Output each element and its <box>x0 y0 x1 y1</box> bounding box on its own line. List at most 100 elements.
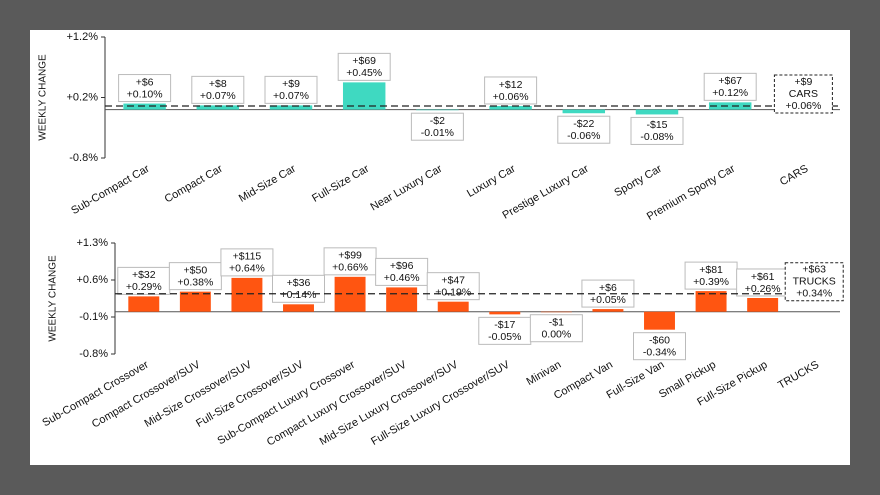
bar <box>123 103 166 110</box>
dollar-label: -$15 <box>646 119 667 131</box>
value-label: +0.46% <box>384 272 420 284</box>
label-box <box>118 74 172 103</box>
summary-name: CARS <box>789 88 818 100</box>
dollar-label: +$32 <box>132 269 156 281</box>
dollar-label: +$47 <box>441 274 465 286</box>
value-label: +0.64% <box>229 263 265 275</box>
y-axis-label: WEEKLY CHANGE <box>48 255 59 342</box>
bar <box>283 304 314 312</box>
value-label: +0.05% <box>590 294 626 306</box>
y-tick-label: -0.8% <box>69 152 98 164</box>
label-box <box>557 115 611 144</box>
bar <box>562 109 606 114</box>
dollar-label: -$1 <box>549 316 564 328</box>
label-box <box>684 261 738 290</box>
y-tick-label: +1.3% <box>77 237 109 249</box>
bar <box>489 311 521 315</box>
label-box <box>529 314 583 343</box>
label-box <box>484 76 538 105</box>
y-tick-label: +0.6% <box>77 274 109 286</box>
dollar-label: +$9 <box>282 78 300 90</box>
bar <box>695 291 727 312</box>
dollar-label: +$96 <box>390 260 414 272</box>
bar <box>196 105 240 110</box>
summary-dollar: +$63 <box>802 264 826 276</box>
summary-box <box>773 74 833 114</box>
label-box <box>375 257 429 286</box>
dollar-label: -$17 <box>494 319 515 331</box>
bar <box>644 311 675 330</box>
y-tick-label: -0.1% <box>79 311 108 323</box>
dollar-label: -$22 <box>573 118 594 130</box>
summary-box <box>784 262 844 302</box>
y-axis-label: WEEKLY CHANGE <box>38 54 49 141</box>
value-label: 0.00% <box>541 328 571 340</box>
y-tick-label: -0.8% <box>79 348 108 360</box>
summary-value: +0.34% <box>796 288 832 300</box>
value-label: -0.06% <box>567 130 600 142</box>
label-box <box>272 274 325 303</box>
dollar-label: +$12 <box>499 79 523 91</box>
bar <box>747 297 779 312</box>
label-box <box>117 266 171 295</box>
dollar-label: +$81 <box>699 264 723 276</box>
bar <box>592 309 624 312</box>
label-box <box>264 75 318 104</box>
label-box <box>410 112 464 141</box>
value-label: +0.10% <box>127 88 163 100</box>
dollar-label: +$8 <box>209 78 227 90</box>
dollar-label: +$50 <box>184 264 208 276</box>
value-label: -0.01% <box>421 127 454 139</box>
bar <box>489 105 532 110</box>
value-label: +0.06% <box>493 91 529 103</box>
dollar-label: +$6 <box>599 282 617 294</box>
bar <box>540 311 572 313</box>
dollar-label: +$61 <box>751 271 775 283</box>
bar <box>231 277 263 312</box>
value-label: +0.39% <box>693 276 729 288</box>
bar <box>708 102 752 110</box>
bar <box>128 296 160 312</box>
value-label: +0.38% <box>177 276 213 288</box>
label-box <box>426 272 480 301</box>
summary-value: +0.06% <box>785 100 821 112</box>
dollar-label: +$99 <box>338 250 362 262</box>
bar <box>437 301 469 312</box>
bar <box>342 82 386 110</box>
value-label: +0.07% <box>200 90 236 102</box>
y-tick-label: +0.2% <box>67 91 99 103</box>
dollar-label: +$115 <box>233 251 262 263</box>
label-box <box>191 75 245 104</box>
dollar-label: -$2 <box>430 115 445 127</box>
label-box <box>478 316 532 345</box>
summary-name: TRUCKS <box>793 276 836 288</box>
dollar-label: +$69 <box>352 55 376 67</box>
value-label: -0.05% <box>488 331 521 343</box>
bar <box>416 109 459 111</box>
value-label: +0.66% <box>332 262 368 274</box>
value-label: +0.29% <box>126 281 162 293</box>
label-box <box>630 116 684 145</box>
value-label: +0.19% <box>435 286 471 298</box>
value-label: +0.45% <box>346 67 382 79</box>
dollar-label: -$60 <box>649 334 670 346</box>
bar <box>269 105 313 110</box>
label-box <box>736 268 790 297</box>
label-box <box>220 248 274 277</box>
bar <box>635 109 679 115</box>
summary-dollar: +$9 <box>794 76 812 88</box>
value-label: -0.34% <box>643 346 676 358</box>
dollar-label: +$36 <box>287 277 311 289</box>
label-box <box>703 72 757 101</box>
bar <box>179 291 211 312</box>
y-tick-label: +1.2% <box>67 31 99 43</box>
dollar-label: +$67 <box>718 75 742 87</box>
bar <box>386 287 418 312</box>
dollar-label: +$6 <box>136 76 154 88</box>
value-label: +0.12% <box>712 87 748 99</box>
label-box <box>633 332 686 361</box>
value-label: +0.14% <box>281 289 317 301</box>
label-box <box>337 52 391 81</box>
value-label: -0.08% <box>640 131 673 143</box>
